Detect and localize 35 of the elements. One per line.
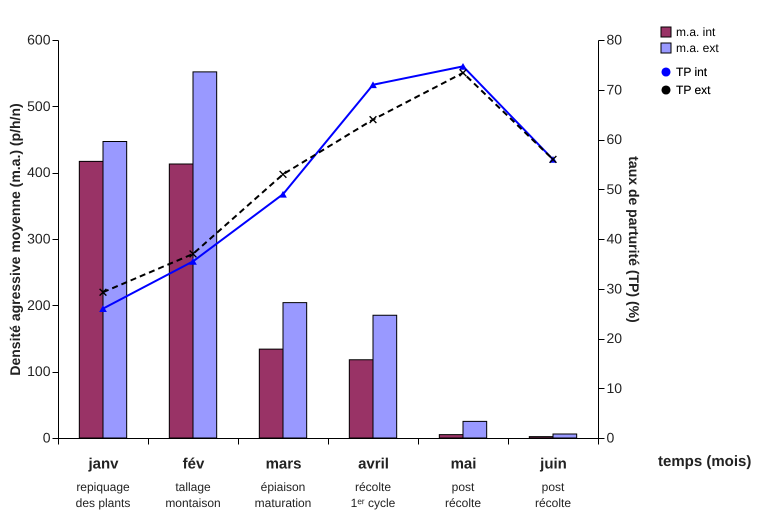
y2-tick-label: 20 (606, 330, 622, 346)
x-tick-label: janv (87, 456, 120, 472)
legend-label: TP ext (676, 83, 712, 97)
y-tick-label: 100 (27, 363, 51, 380)
text: repiquage des plants (76, 480, 130, 510)
legend-label: m.a. int (676, 25, 716, 39)
y2-tick-label: 40 (606, 230, 622, 246)
y2-tick-label: 80 (606, 32, 622, 48)
x-tick-label: mai (450, 456, 476, 472)
x-tick-label: juin (539, 456, 567, 472)
x-axis-title: temps (mois) (658, 453, 752, 470)
y-tick-label: 500 (27, 98, 51, 114)
y2-tick-label: 50 (606, 180, 622, 197)
y2-tick-label: 10 (606, 380, 622, 396)
x-tick-label: avril (358, 456, 389, 472)
y2-tick-label: 70 (606, 81, 622, 98)
text: épiaison maturation (254, 480, 312, 510)
y-axis-title: Densité agressive moyenne (m.a.) (p/h/n) (7, 103, 24, 376)
text: post récolte (444, 480, 482, 510)
x-tick-label: fév (182, 456, 205, 472)
y2-tick-label: 60 (606, 131, 622, 147)
y-tick-label: 400 (27, 164, 51, 180)
legend-label: m.a. ext (676, 41, 720, 55)
x-tick-label: mars (266, 456, 302, 472)
text: récolte 1ᵉʳ cycle (350, 480, 396, 510)
text: post récolte (534, 480, 572, 510)
y2-tick-label: 30 (606, 280, 622, 296)
y2-axis-title: taux de parturité (TP) (%) (626, 156, 642, 323)
text: tallage montaison (165, 480, 221, 510)
y2-tick-label: 0 (606, 430, 614, 446)
y-tick-label: 0 (42, 430, 51, 446)
y-tick-label: 300 (27, 230, 51, 246)
y-tick-label: 600 (27, 32, 51, 48)
legend-label: TP int (676, 65, 708, 79)
y-tick-label: 200 (27, 296, 51, 313)
